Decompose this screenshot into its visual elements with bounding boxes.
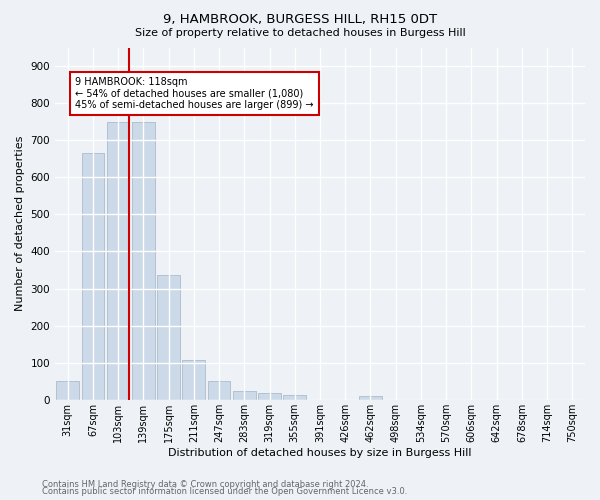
- Bar: [208, 381, 230, 400]
- Bar: [132, 122, 155, 400]
- Bar: [283, 395, 306, 400]
- X-axis label: Distribution of detached houses by size in Burgess Hill: Distribution of detached houses by size …: [168, 448, 472, 458]
- Bar: [56, 381, 79, 400]
- Text: 9, HAMBROOK, BURGESS HILL, RH15 0DT: 9, HAMBROOK, BURGESS HILL, RH15 0DT: [163, 12, 437, 26]
- Text: Contains HM Land Registry data © Crown copyright and database right 2024.: Contains HM Land Registry data © Crown c…: [42, 480, 368, 489]
- Bar: [359, 396, 382, 400]
- Y-axis label: Number of detached properties: Number of detached properties: [15, 136, 25, 312]
- Bar: [157, 275, 180, 400]
- Text: 9 HAMBROOK: 118sqm
← 54% of detached houses are smaller (1,080)
45% of semi-deta: 9 HAMBROOK: 118sqm ← 54% of detached hou…: [75, 77, 314, 110]
- Text: Contains public sector information licensed under the Open Government Licence v3: Contains public sector information licen…: [42, 487, 407, 496]
- Bar: [82, 153, 104, 400]
- Bar: [233, 390, 256, 400]
- Bar: [107, 122, 130, 400]
- Bar: [182, 360, 205, 400]
- Bar: [258, 393, 281, 400]
- Text: Size of property relative to detached houses in Burgess Hill: Size of property relative to detached ho…: [134, 28, 466, 38]
